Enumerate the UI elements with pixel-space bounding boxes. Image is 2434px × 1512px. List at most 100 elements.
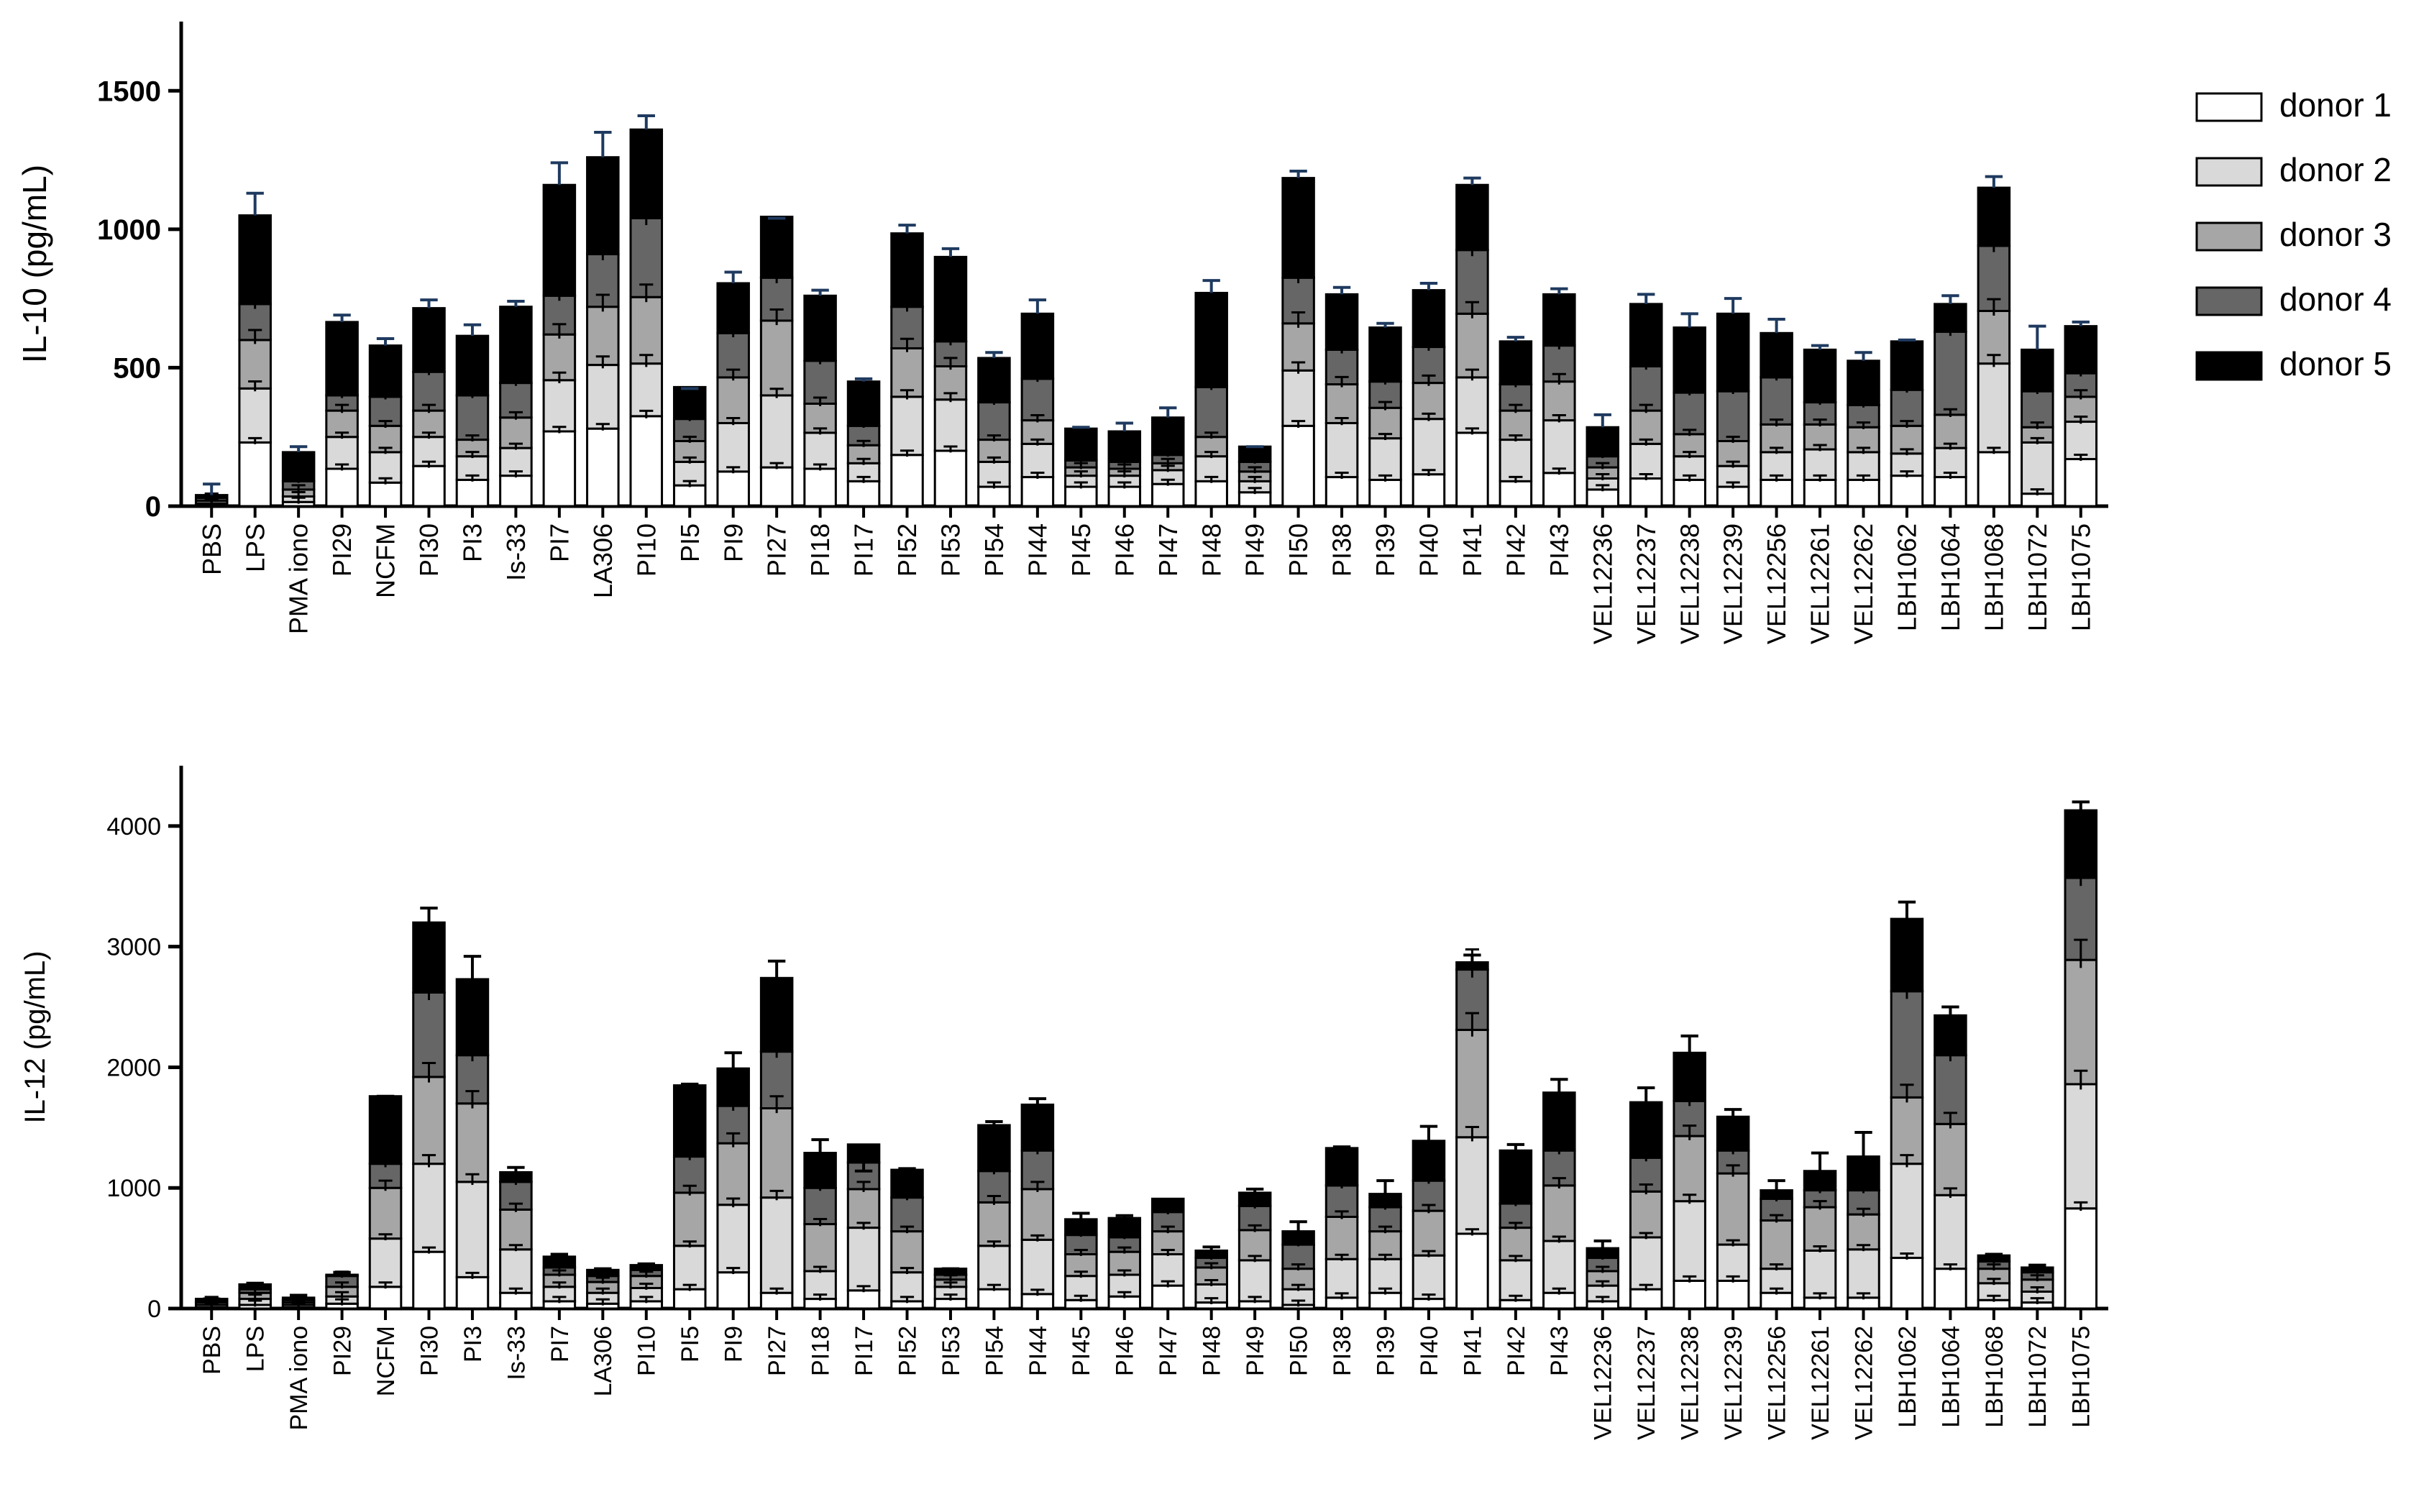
- il12-bar-pi40-donor-2: [1412, 1254, 1446, 1301]
- il10-bar-vel12239-donor-1: [1716, 485, 1750, 508]
- il12-x-tick-label-lbh1064: LBH1064: [1937, 1326, 1964, 1428]
- il10-x-tick-label-ncfm: NCFM: [371, 523, 401, 598]
- il12-bar-pi54-donor-2: [977, 1245, 1011, 1291]
- il12-x-tick-label-pi46: PI46: [1112, 1326, 1139, 1376]
- il10-bar-ncfm-donor-1: [368, 481, 403, 508]
- il12-bar-ncfm-donor-2: [368, 1237, 403, 1288]
- il12-x-tick-label-pi42: PI42: [1503, 1326, 1530, 1376]
- il10-bar-lbh1062-donor-5: [1890, 340, 1924, 391]
- il12-bar-pi27-donor-1: [759, 1291, 794, 1310]
- il10-bar-pi43-donor-1: [1542, 472, 1576, 508]
- il12-x-tick-label-pi54: PI54: [981, 1326, 1008, 1376]
- il12-bar-pi9-donor-2: [716, 1204, 750, 1274]
- il10-x-tick-label-pi7: PI7: [544, 523, 574, 562]
- il10-bar-vel12262-donor-5: [1847, 359, 1880, 406]
- il10-x-tick-label-vel12236: VEL12236: [1588, 523, 1617, 644]
- il10-bar-pi39-donor-1: [1368, 478, 1402, 508]
- il12-bar-lbh1064-donor-1: [1934, 1268, 1967, 1310]
- il10-bar-pi40-donor-1: [1412, 473, 1446, 508]
- legend-label-donor-3: donor 3: [2279, 216, 2392, 253]
- il10-bar-pi10-donor-1: [629, 415, 664, 508]
- il10-bar-pi3-donor-4: [455, 394, 490, 441]
- il10-x-tick-label-pi38: PI38: [1327, 523, 1357, 577]
- il10-x-tick-label-lps: LPS: [240, 523, 270, 572]
- il10-bar-pi17-donor-5: [846, 380, 881, 427]
- il12-x-tick-label-pma-iono: PMA iono: [285, 1326, 313, 1431]
- il12-x-tick-label-pi7: PI7: [546, 1326, 574, 1362]
- il10-x-tick-label-lbh1064: LBH1064: [1936, 523, 1965, 631]
- il12-bar-is-33-donor-2: [499, 1248, 533, 1294]
- il12-bar-vel12237-donor-3: [1629, 1190, 1663, 1239]
- il10-x-tick-label-lbh1075: LBH1075: [2066, 523, 2095, 631]
- il12-x-tick-label-pi52: PI52: [894, 1326, 921, 1376]
- il12-bar-vel12238-donor-2: [1673, 1200, 1706, 1282]
- il12-bar-pi30-donor-3: [412, 1076, 446, 1165]
- legend-swatch-donor-5: [2195, 351, 2263, 381]
- il10-x-tick-label-pi5: PI5: [675, 523, 705, 562]
- il12-x-tick-label-vel12236: VEL12236: [1590, 1326, 1617, 1440]
- il10-bar-pi42-donor-2: [1499, 439, 1533, 482]
- il12-x-tick-label-vel12262: VEL12262: [1850, 1326, 1877, 1440]
- il12-bar-pi54-donor-1: [977, 1288, 1011, 1310]
- il12-x-tick-label-lbh1062: LBH1062: [1894, 1326, 1921, 1428]
- il10-x-tick-label-vel12261: VEL12261: [1806, 523, 1835, 644]
- il10-bar-pi9-donor-3: [716, 376, 750, 424]
- il10-bar-pi47-donor-1: [1150, 482, 1185, 508]
- il12-y-axis-label: IL-12 (pg/mL): [19, 950, 51, 1123]
- il10-bar-pi10-donor-3: [629, 295, 664, 365]
- il12-bar-vel12256-donor-1: [1760, 1291, 1793, 1310]
- il10-bar-is-33-donor-1: [499, 475, 533, 508]
- il10-bar-lbh1068-donor-2: [1977, 362, 2011, 454]
- il12-bar-pi43-donor-2: [1542, 1240, 1576, 1294]
- il10-x-tick-label-pi40: PI40: [1414, 523, 1444, 577]
- il12-bar-vel12262-donor-2: [1847, 1248, 1880, 1299]
- il10-bar-pi44-donor-4: [1020, 377, 1055, 422]
- il12-bar-pi9-donor-1: [716, 1271, 750, 1310]
- il10-bar-pi17-donor-1: [846, 480, 881, 508]
- il12-y-tick-label: 4000: [106, 813, 161, 840]
- il12-bar-lbh1062-donor-4: [1890, 990, 1924, 1099]
- il12-bar-pi18-donor-3: [803, 1223, 837, 1273]
- il10-x-tick-label-pi17: PI17: [849, 523, 879, 577]
- il12-x-tick-label-pbs: PBS: [198, 1326, 226, 1375]
- il10-bar-pi27-donor-2: [759, 394, 794, 469]
- il10-bar-pi53-donor-2: [933, 398, 968, 452]
- il10-x-tick-label-vel12256: VEL12256: [1762, 523, 1791, 644]
- il10-bar-pi30-donor-5: [412, 307, 446, 373]
- il12-bar-is-33-donor-3: [499, 1208, 533, 1251]
- il12-bar-pi41-donor-2: [1455, 1136, 1489, 1235]
- il12-bar-pi3-donor-1: [455, 1275, 490, 1310]
- il10-bar-pi27-donor-1: [759, 466, 794, 508]
- il10-x-tick-label-pma-iono: PMA iono: [284, 523, 314, 634]
- il12-bar-vel12256-donor-3: [1760, 1219, 1793, 1270]
- il10-bar-pi38-donor-2: [1324, 421, 1359, 479]
- il10-bar-pi30-donor-1: [412, 464, 446, 508]
- il10-y-axis-label: IL-10 (pg/mL): [16, 165, 53, 363]
- il10-x-tick-label-pi47: PI47: [1153, 523, 1183, 577]
- il12-x-tick-label-lbh1072: LBH1072: [2024, 1326, 2051, 1428]
- il10-x-tick-label-pbs: PBS: [197, 523, 227, 575]
- il10-bar-vel12239-donor-4: [1716, 390, 1750, 442]
- il12-y-tick-label: 1000: [106, 1175, 161, 1202]
- il12-bar-pi27-donor-2: [759, 1196, 794, 1294]
- il10-bar-pi44-donor-1: [1020, 476, 1055, 508]
- il10-x-tick-label-pi41: PI41: [1458, 523, 1487, 577]
- il10-bar-lbh1062-donor-1: [1890, 475, 1924, 508]
- il10-bar-vel12261-donor-1: [1803, 478, 1837, 508]
- il10-y-tick-label: 1500: [97, 75, 161, 107]
- il10-x-tick-label-pi43: PI43: [1545, 523, 1574, 577]
- il10-bar-pi18-donor-1: [803, 467, 837, 508]
- il12-x-tick-label-la306: LA306: [590, 1326, 617, 1396]
- il12-x-tick-label-pi9: PI9: [720, 1326, 748, 1362]
- legend: donor 1 donor 2 donor 3 donor 4 donor 5: [2195, 86, 2392, 382]
- il10-bar-vel12239-donor-5: [1716, 312, 1750, 393]
- il10-bar-pi54-donor-5: [977, 357, 1011, 404]
- il10-bar-pi18-donor-2: [803, 431, 837, 470]
- il10-bar-pi46-donor-1: [1107, 485, 1142, 508]
- il10-bar-vel12256-donor-4: [1760, 376, 1793, 426]
- il12-bar-pi5-donor-3: [672, 1191, 707, 1247]
- il12-bar-pi42-donor-5: [1499, 1149, 1533, 1205]
- il12-x-tick-label-pi30: PI30: [416, 1326, 443, 1376]
- il10-bar-pi53-donor-5: [933, 255, 968, 343]
- il12-bar-pi38-donor-3: [1324, 1215, 1359, 1260]
